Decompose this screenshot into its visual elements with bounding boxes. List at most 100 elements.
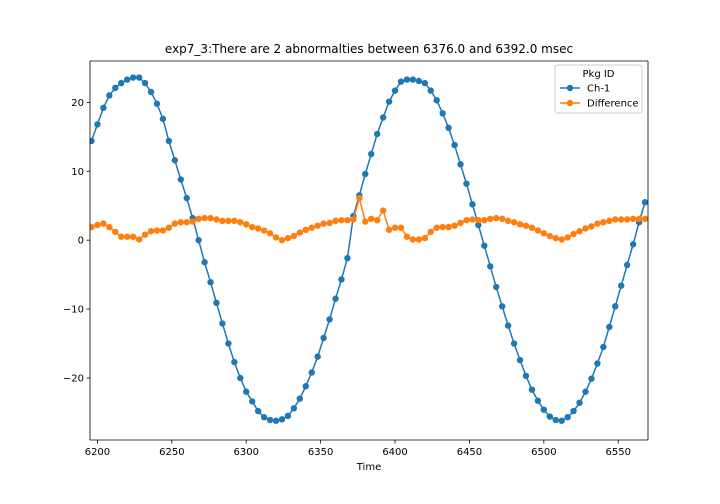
data-point-ch-1: [641, 199, 648, 206]
data-point-difference: [552, 234, 559, 242]
data-point-ch-1: [618, 282, 625, 289]
data-point-difference: [284, 234, 292, 242]
data-point-difference: [124, 233, 131, 240]
data-point-difference: [350, 216, 357, 223]
data-point-ch-1: [344, 254, 351, 262]
x-axis-label: Time: [356, 462, 381, 473]
data-point-difference: [195, 215, 202, 222]
data-point-ch-1: [326, 316, 333, 323]
data-point-difference: [504, 217, 512, 225]
data-point-difference: [522, 222, 530, 229]
data-point-difference: [612, 216, 619, 223]
data-point-difference: [356, 194, 363, 202]
data-point-ch-1: [546, 413, 553, 420]
data-point-difference: [498, 215, 506, 222]
legend: Pkg ID Ch-1 Difference: [554, 64, 643, 114]
data-point-difference: [629, 215, 637, 222]
data-point-ch-1: [481, 242, 488, 249]
data-point-ch-1: [623, 261, 631, 269]
series-line-ch-1: [90, 76, 646, 422]
x-axis: 6200 6250 6300 6350 6400 6450 6500 6550: [85, 440, 631, 458]
data-point-ch-1: [600, 343, 607, 351]
data-point-ch-1: [338, 276, 345, 283]
data-point-ch-1: [201, 259, 208, 266]
data-point-ch-1: [588, 375, 595, 382]
data-point-difference: [606, 217, 613, 225]
data-point-ch-1: [248, 398, 256, 405]
data-point-difference: [90, 223, 95, 231]
legend-ch1-label: Ch-1: [587, 84, 610, 95]
data-point-ch-1: [528, 386, 536, 393]
data-point-difference: [641, 215, 648, 222]
data-point-ch-1: [451, 141, 458, 149]
data-point-difference: [439, 223, 446, 231]
data-point-ch-1: [368, 150, 375, 158]
data-point-difference: [588, 223, 595, 230]
data-point-difference: [635, 215, 643, 222]
data-point-difference: [308, 224, 315, 231]
data-point-ch-1: [391, 87, 399, 94]
data-point-ch-1: [493, 283, 500, 291]
data-point-ch-1: [409, 76, 417, 83]
data-point-ch-1: [362, 170, 369, 178]
data-point-ch-1: [332, 295, 339, 302]
data-point-ch-1: [171, 157, 179, 164]
data-point-difference: [165, 224, 173, 231]
data-point-difference: [534, 227, 542, 234]
data-point-ch-1: [504, 322, 512, 329]
plot-area: [90, 74, 648, 424]
data-point-ch-1: [594, 360, 601, 367]
x-tick-label: 6550: [606, 447, 631, 458]
data-point-difference: [94, 221, 101, 229]
y-tick-label: −20: [63, 373, 84, 384]
data-point-ch-1: [320, 334, 327, 342]
data-point-difference: [481, 216, 488, 224]
data-point-difference: [594, 220, 601, 227]
data-point-difference: [618, 216, 625, 223]
data-point-ch-1: [272, 417, 280, 424]
data-point-ch-1: [445, 124, 452, 132]
data-point-ch-1: [124, 76, 131, 83]
x-tick-label: 6450: [457, 447, 482, 458]
data-point-ch-1: [296, 395, 304, 402]
data-point-difference: [183, 219, 190, 226]
data-point-ch-1: [606, 323, 613, 331]
data-point-difference: [546, 232, 553, 240]
data-point-difference: [248, 223, 256, 231]
data-point-difference: [540, 230, 548, 237]
data-point-difference: [385, 226, 393, 234]
data-point-difference: [254, 225, 262, 232]
data-point-ch-1: [266, 416, 274, 424]
data-point-difference: [147, 228, 155, 235]
data-point-difference: [290, 232, 298, 240]
data-point-ch-1: [147, 88, 155, 96]
data-point-ch-1: [314, 353, 321, 360]
data-point-difference: [570, 230, 577, 238]
legend-difference-label: Difference: [587, 99, 639, 110]
data-point-difference: [469, 216, 476, 223]
data-point-ch-1: [385, 98, 393, 105]
data-point-ch-1: [207, 279, 214, 286]
data-point-ch-1: [516, 356, 524, 364]
data-point-difference: [118, 233, 125, 240]
data-point-ch-1: [225, 340, 232, 347]
data-point-ch-1: [231, 358, 238, 366]
data-point-difference: [112, 228, 119, 236]
data-point-ch-1: [475, 221, 482, 229]
data-point-difference: [207, 214, 214, 222]
data-point-ch-1: [177, 176, 184, 183]
data-point-ch-1: [463, 180, 470, 187]
data-point-ch-1: [540, 406, 548, 413]
data-point-difference: [159, 227, 167, 234]
data-point-difference: [153, 227, 161, 234]
legend-box: [554, 64, 643, 114]
data-point-difference: [314, 222, 321, 229]
data-point-difference: [433, 224, 440, 231]
data-point-difference: [623, 216, 631, 223]
data-point-ch-1: [522, 372, 530, 380]
data-point-difference: [475, 216, 482, 224]
data-point-difference: [231, 217, 238, 225]
x-tick-label: 6500: [531, 447, 556, 458]
data-point-ch-1: [415, 77, 423, 85]
